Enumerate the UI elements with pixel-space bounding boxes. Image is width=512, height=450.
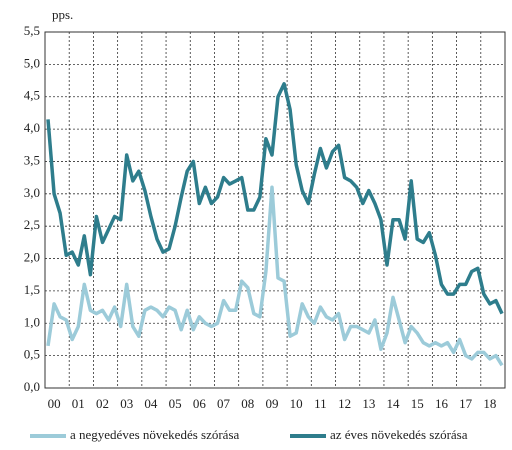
x-tick-label: 04 [144,396,158,411]
x-tick-label: 05 [169,396,182,411]
x-tick-label: 16 [435,396,449,411]
x-tick-label: 13 [362,396,375,411]
y-tick-label: 2,0 [24,250,40,265]
legend-label: a negyedéves növekedés szórása [70,427,240,442]
x-tick-label: 03 [120,396,133,411]
x-tick-label: 17 [459,396,473,411]
y-tick-label: 3,0 [24,185,40,200]
x-tick-label: 11 [314,396,327,411]
x-tick-label: 01 [72,396,85,411]
series-line [46,82,504,315]
x-tick-label: 09 [265,396,278,411]
y-tick-label: 5,5 [24,23,40,38]
x-tick-label: 14 [387,396,401,411]
legend-label: az éves növekedés szórása [330,427,468,442]
y-tick-label: 0,5 [24,347,40,362]
y-tick-label: 4,5 [24,88,40,103]
x-tick-label: 02 [96,396,109,411]
y-tick-label: 2,5 [24,217,40,232]
x-tick-label: 07 [217,396,231,411]
y-tick-label: 3,5 [24,152,40,167]
x-tick-label: 18 [483,396,496,411]
y-axis-label: pps. [52,7,73,22]
y-tick-label: 1,0 [24,314,40,329]
series-line [46,185,504,367]
x-tick-label: 06 [193,396,207,411]
x-tick-label: 10 [290,396,303,411]
y-tick-label: 0,0 [24,379,40,394]
x-tick-label: 15 [411,396,424,411]
x-tick-label: 00 [48,396,61,411]
x-tick-label: 08 [241,396,254,411]
y-tick-label: 5,0 [24,55,40,70]
y-tick-label: 4,0 [24,120,40,135]
y-tick-label: 1,5 [24,282,40,297]
x-tick-label: 12 [338,396,351,411]
